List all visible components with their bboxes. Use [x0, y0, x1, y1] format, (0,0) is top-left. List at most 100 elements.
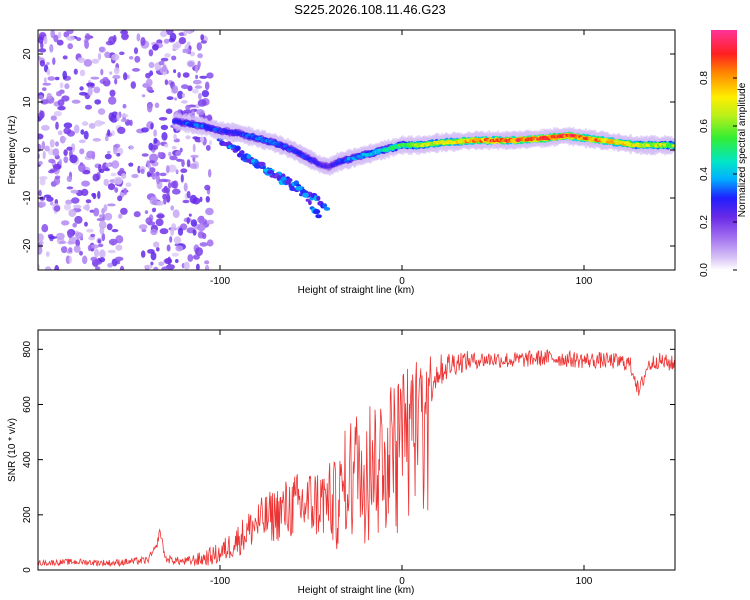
spectrogram-noise-blob — [79, 69, 86, 77]
spectrogram-noise-blob — [84, 40, 89, 49]
spectrogram-noise-blob — [199, 75, 208, 79]
spectrogram-noise-blob — [54, 76, 60, 81]
spectrogram-noise-blob — [158, 60, 165, 66]
spectrogram-noise-blob — [94, 120, 103, 127]
spectrogram-noise-blob — [197, 216, 205, 224]
spectrogram-noise-blob — [172, 42, 181, 51]
spectrogram-noise-blob — [206, 219, 214, 225]
snr-y-tick-label: 0 — [22, 567, 33, 573]
spectrogram-secondary-mark — [323, 207, 331, 211]
spectrogram-noise-blob — [157, 151, 162, 159]
spectrogram-noise-blob — [43, 77, 47, 84]
spectrogram-noise-blob — [62, 70, 67, 80]
spectrogram-noise-blob — [83, 59, 93, 67]
spectrogram-noise-blob — [44, 145, 50, 152]
spectrogram-noise-blob — [192, 136, 199, 140]
snr-x-label: Height of straight line (km) — [298, 585, 415, 596]
spectrogram-noise-blob — [107, 262, 113, 268]
spectrogram-noise-blob — [169, 155, 178, 161]
spectrogram-noise-blob — [161, 187, 171, 194]
spectrogram-y-tick-label: 10 — [22, 96, 33, 108]
spectrogram-noise-blob — [200, 136, 204, 143]
spectrogram-noise-blob — [165, 108, 173, 114]
spectrogram-noise-blob — [174, 97, 178, 101]
spectrogram-noise-blob — [86, 150, 95, 159]
snr-y-tick-label: 800 — [22, 341, 33, 358]
spectrogram-noise-blob — [70, 189, 79, 194]
spectrogram-noise-blob — [122, 103, 127, 109]
colorbar-tick-label: 0.6 — [699, 119, 710, 133]
spectrogram-noise-blob — [166, 96, 174, 100]
spectrogram-ridge-mark — [671, 144, 675, 148]
spectrogram-noise-blob — [47, 76, 56, 81]
spectrogram-noise-blob — [120, 207, 128, 215]
spectrogram-secondary-mark — [308, 200, 312, 206]
spectrogram-noise-blob — [195, 74, 199, 80]
spectrogram-noise-blob — [133, 211, 141, 218]
colorbar-gradient — [711, 30, 737, 270]
spectrogram-noise-blob — [153, 129, 158, 137]
spectrogram-noise-blob — [118, 147, 124, 155]
spectrogram-noise-blob — [194, 64, 199, 74]
spectrogram-noise-blob — [55, 141, 59, 147]
spectrogram-noise-blob — [167, 256, 171, 266]
spectrogram-noise-blob — [38, 160, 43, 166]
spectrogram-noise-blob — [38, 233, 44, 242]
spectrogram-noise-blob — [177, 227, 184, 236]
spectrogram-noise-blob — [123, 72, 128, 81]
spectrogram-noise-blob — [48, 170, 55, 174]
spectrogram-noise-blob — [57, 130, 63, 136]
spectrogram-noise-blob — [79, 148, 85, 155]
spectrogram-noise-blob — [140, 37, 146, 46]
spectrogram-noise-blob — [115, 244, 123, 251]
spectrogram-noise-blob — [140, 250, 146, 258]
spectrogram-noise-blob — [166, 244, 171, 252]
spectrogram-noise-blob — [104, 51, 111, 59]
spectrogram-noise-blob — [68, 209, 77, 218]
spectrogram-noise-blob — [118, 213, 123, 219]
spectrogram-noise-blob — [162, 193, 168, 200]
spectrogram-noise-blob — [192, 143, 196, 153]
spectrogram-noise-blob — [119, 167, 125, 174]
spectrogram-noise-blob — [105, 163, 112, 167]
spectrogram-noise-blob — [66, 146, 73, 151]
spectrogram-noise-blob — [38, 201, 46, 208]
spectrogram-noise-blob — [109, 71, 113, 75]
spectrogram-noise-blob — [138, 224, 148, 230]
spectrogram-noise-blob — [39, 176, 48, 180]
spectrogram-noise-blob — [99, 249, 106, 259]
spectrogram-noise-blob — [183, 261, 190, 270]
spectrogram-secondary-mark — [302, 190, 309, 194]
spectrogram-noise-blob — [42, 87, 47, 91]
spectrogram-noise-blob — [55, 121, 59, 130]
spectrogram-noise-blob — [101, 233, 106, 242]
spectrogram-noise-blob — [133, 47, 139, 55]
spectrogram-noise-blob — [196, 42, 202, 51]
spectrogram-noise-blob — [97, 239, 102, 244]
spectrogram-noise-blob — [87, 244, 92, 252]
spectrogram-noise-blob — [145, 72, 151, 79]
spectrogram-noise-blob — [125, 182, 132, 187]
snr-x-tick-label: 0 — [399, 576, 405, 587]
spectrogram-noise-blob — [141, 127, 149, 133]
spectrogram-noise-blob — [104, 212, 113, 221]
spectrogram-noise-blob — [68, 255, 72, 264]
spectrogram-noise-blob — [200, 34, 205, 41]
spectrogram-noise-blob — [57, 31, 62, 39]
spectrogram-noise-blob — [187, 254, 194, 262]
spectrogram-noise-blob — [57, 105, 66, 111]
spectrogram-noise-blob — [181, 100, 188, 104]
spectrogram-noise-blob — [164, 79, 169, 86]
spectrogram-noise-blob — [98, 243, 104, 248]
spectrogram-noise-blob — [160, 30, 168, 38]
spectrogram-noise-blob — [151, 44, 159, 51]
spectrogram-noise-blob — [192, 229, 197, 236]
spectrogram-noise-blob — [104, 153, 112, 160]
snr-x-tick-label: 100 — [576, 576, 593, 587]
spectrogram-noise-blob — [186, 217, 190, 225]
spectrogram-noise-blob — [194, 85, 203, 89]
spectrogram-noise-blob — [79, 250, 83, 256]
colorbar-tick-label: 0.0 — [699, 263, 710, 277]
spectrogram-noise-blob — [141, 94, 146, 98]
spectrogram-noise-blob — [153, 137, 158, 144]
